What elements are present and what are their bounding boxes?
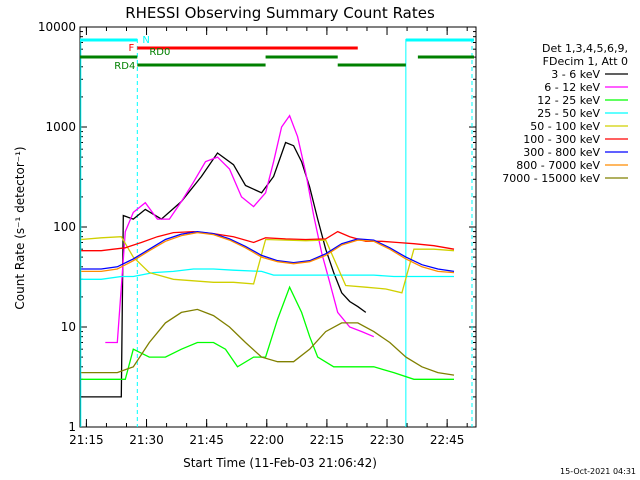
legend-entry-label: 100 - 300 keV [523, 133, 600, 146]
legend-entry-label: 12 - 25 keV [537, 94, 600, 107]
x-tick-label: 22:30 [370, 433, 405, 447]
series-line [105, 114, 375, 344]
timestamp: 15-Oct-2021 04:31 [560, 467, 636, 476]
y-axis-label: Count Rate (s⁻¹ detector⁻¹) [13, 146, 27, 309]
y-tick-label: 10 [61, 320, 76, 334]
x-tick-label: 22:45 [430, 433, 465, 447]
legend-entry-label: 7000 - 15000 keV [502, 172, 600, 185]
x-tick-label: 22:15 [310, 433, 345, 447]
plot-frame [79, 26, 477, 428]
legend-entry-label: 300 - 800 keV [523, 146, 600, 159]
legend-entry-label: 25 - 50 keV [537, 107, 600, 120]
y-tick-label: 10000 [38, 20, 76, 34]
series-line [81, 141, 367, 398]
flag-label-n: N [142, 35, 149, 46]
flag-label-rd4: RD4 [114, 61, 135, 72]
series-line [81, 236, 455, 294]
x-tick-label: 22:00 [249, 433, 284, 447]
y-tick-label: 100 [53, 220, 76, 234]
series-line [81, 308, 455, 376]
legend-entry-label: 3 - 6 keV [551, 68, 600, 81]
y-tick-label: 1 [68, 420, 76, 434]
legend-entry-label: 6 - 12 keV [544, 81, 600, 94]
series-line [81, 285, 454, 380]
legend-header: Det 1,3,4,5,6,9, [542, 42, 628, 55]
legend-entry-label: 50 - 100 keV [530, 120, 600, 133]
legend-entry-label: 800 - 7000 keV [516, 159, 600, 172]
chart-title: RHESSI Observing Summary Count Rates [125, 4, 435, 22]
series-line [81, 268, 454, 280]
x-axis-label: Start Time (11-Feb-03 21:06:42) [183, 456, 377, 470]
series-line [81, 230, 455, 252]
x-tick-label: 21:30 [129, 433, 164, 447]
x-tick-label: 21:15 [69, 433, 104, 447]
series-line [81, 231, 455, 274]
legend-header: FDecim 1, Att 0 [543, 55, 628, 68]
y-tick-label: 1000 [45, 120, 76, 134]
x-tick-label: 21:45 [189, 433, 224, 447]
flag-label-f: F [129, 43, 135, 54]
flag-label-rd0: RD0 [149, 47, 170, 58]
series-line [81, 230, 455, 273]
